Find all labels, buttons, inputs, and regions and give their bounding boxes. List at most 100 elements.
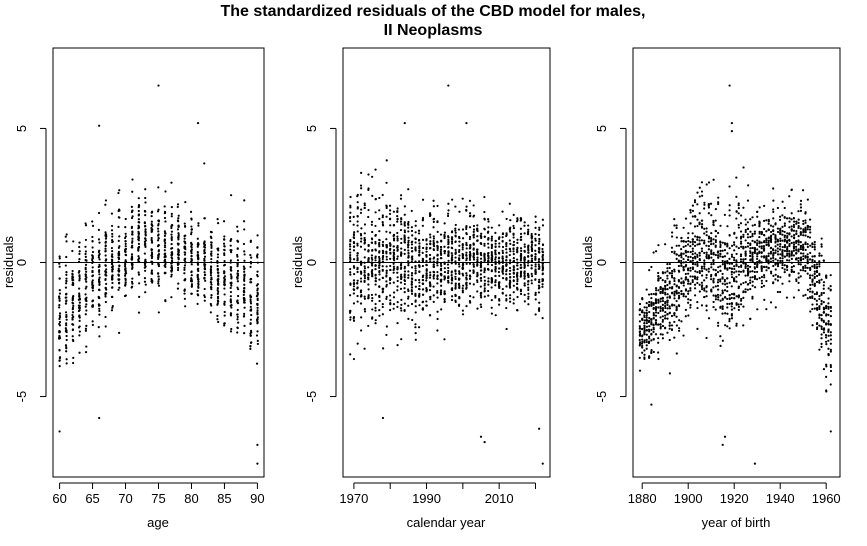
data-point [723,280,726,283]
data-point [694,294,697,297]
data-point [170,226,173,230]
data-point [352,236,356,240]
data-point [229,330,233,333]
data-point [813,297,816,301]
data-point [356,270,359,274]
data-point [71,275,74,278]
data-point [818,348,821,351]
data-point [673,279,676,283]
data-point [418,245,421,248]
data-point [701,284,704,287]
data-point [664,293,667,296]
data-point [661,271,664,274]
y-tick-label: 5 [14,125,29,132]
data-point [797,248,800,251]
data-point-extreme [730,121,734,125]
data-point [806,258,809,261]
data-point [400,277,403,281]
data-point [411,318,414,322]
data-point [91,304,95,307]
data-point [693,287,697,290]
data-point [118,331,121,334]
data-point [243,279,246,283]
data-point [668,338,671,342]
data-point [641,318,644,321]
data-point [381,290,384,293]
data-point [751,232,754,236]
data-point [458,295,461,299]
data-point [400,275,403,279]
data-point [714,298,718,301]
data-point [418,278,421,282]
data-point [58,306,61,309]
data-point [666,263,669,266]
data-point [117,209,120,213]
data-point [378,241,381,245]
data-point [367,273,370,277]
data-point [418,304,421,307]
data-point [196,245,199,248]
data-point [476,290,479,293]
data-point [705,244,708,247]
data-point [661,303,664,307]
data-point [249,281,252,284]
data-point [728,233,731,237]
data-point [654,333,658,336]
data-point [760,251,763,254]
data-point [753,275,757,278]
data-point [98,265,101,268]
data-point [815,280,819,284]
data-point [381,276,385,280]
data-point [717,324,720,327]
data-point [737,285,740,288]
data-point [410,292,414,295]
data-point [400,298,403,301]
data-point [527,224,530,227]
data-point [779,242,782,246]
data-point [670,292,674,295]
data-point [705,290,708,293]
data-point [388,209,392,212]
data-point [508,253,511,257]
data-point [105,271,108,274]
data-point [389,224,392,227]
data-point [661,320,664,323]
data-point [255,334,259,337]
data-point [760,268,763,271]
data-point [110,295,114,299]
data-point [196,289,199,293]
data-point [707,181,711,184]
data-point [675,226,678,230]
data-point [249,322,252,325]
data-point [417,326,421,329]
data-point [756,210,759,214]
data-point [687,298,690,301]
data-point [443,267,446,270]
data-point [774,251,777,254]
data-point [652,251,655,254]
data-point [705,183,708,186]
data-point [407,295,410,298]
data-point [385,280,388,283]
data-point [436,245,439,249]
data-point [737,226,740,229]
data-point [534,278,537,281]
data-point [352,317,355,320]
data-point [703,227,706,230]
data-point [429,240,432,243]
data-point [808,236,812,239]
data-point [236,286,239,289]
data-point [190,292,193,295]
data-point [203,277,206,280]
x-tick-label: 75 [151,491,165,506]
data-point [684,249,687,252]
data-point [703,242,706,245]
data-point [378,243,381,246]
data-point [684,254,688,257]
data-point [447,251,450,254]
data-point [363,265,366,268]
data-point [91,270,94,273]
data-point [638,356,641,359]
data-point [512,213,515,216]
data-point [643,315,646,319]
